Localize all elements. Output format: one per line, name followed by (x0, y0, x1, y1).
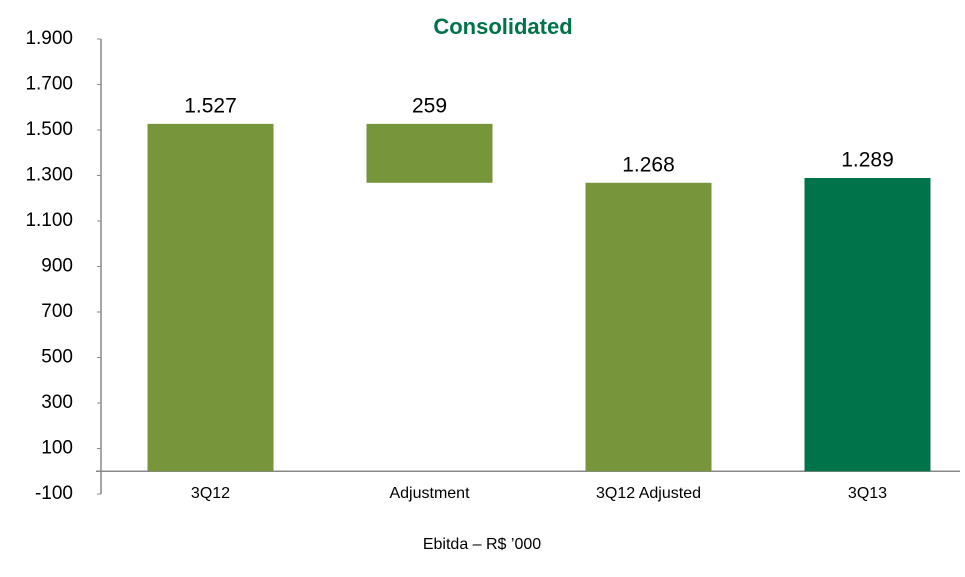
y-tick-label: 1.500 (25, 119, 73, 140)
x-tick-label: Adjustment (389, 485, 470, 502)
x-tick-label: 3Q12 (191, 485, 230, 502)
data-label: 1.527 (184, 94, 237, 117)
bar (585, 182, 712, 472)
y-tick-label: 100 (41, 438, 73, 459)
bar (366, 123, 493, 183)
data-label: 1.289 (841, 149, 894, 172)
y-tick-label: 900 (41, 256, 73, 277)
data-label: 259 (412, 94, 447, 117)
x-axis-title: Ebitda – R$ ’000 (423, 536, 541, 553)
y-tick-label: 1.300 (25, 165, 73, 186)
y-tick-label: 1.900 (25, 28, 73, 49)
x-tick-label: 3Q13 (848, 485, 887, 502)
data-label: 1.268 (622, 153, 675, 176)
chart-title: Consolidated (433, 14, 572, 39)
y-tick-label: 500 (41, 347, 73, 368)
y-tick-label: 300 (41, 392, 73, 413)
bar (804, 178, 931, 472)
y-tick-label: 700 (41, 301, 73, 322)
x-tick-label: 3Q12 Adjusted (596, 485, 701, 502)
y-tick-label: 1.100 (25, 210, 73, 231)
bar (147, 123, 274, 472)
y-tick-label: 1.700 (25, 74, 73, 95)
y-tick-label: -100 (35, 483, 73, 504)
